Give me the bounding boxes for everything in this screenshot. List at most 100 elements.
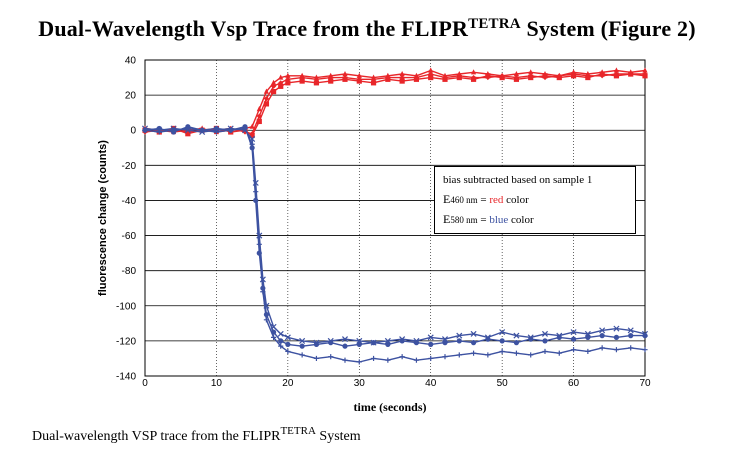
series-point (513, 340, 520, 346)
series-point (249, 123, 255, 129)
x-tick-label: 0 (142, 378, 148, 389)
series-layer (141, 67, 649, 365)
series-point (428, 341, 434, 347)
y-tick-label: -40 (122, 196, 137, 207)
series-point (199, 127, 205, 133)
series-point (628, 333, 634, 339)
series-point (528, 352, 534, 358)
series-point (285, 80, 291, 86)
series-point (470, 74, 477, 81)
series-point (499, 348, 505, 355)
x-tick-label: 20 (282, 378, 294, 389)
chart-title: Dual-Wavelength Vsp Trace from the FLIPR… (0, 15, 734, 43)
series-point (341, 336, 349, 343)
series-point (370, 339, 377, 346)
series-point (256, 118, 262, 125)
series-point (428, 71, 434, 77)
x-tick-label: 10 (211, 378, 223, 389)
y-tick-label: -120 (116, 336, 136, 347)
series-point (627, 327, 634, 334)
series-point (356, 76, 362, 82)
series-point (570, 71, 577, 77)
series-point (485, 352, 491, 358)
series-point (327, 337, 334, 344)
y-tick-label: 0 (130, 126, 136, 137)
series-point (413, 337, 420, 344)
series-point (556, 350, 562, 356)
series-point (399, 70, 405, 77)
series-point (485, 74, 491, 81)
series-point (260, 289, 266, 295)
series-point (259, 276, 266, 283)
series-point (542, 348, 548, 355)
series-point (370, 76, 377, 82)
series-point (278, 343, 284, 349)
series-point (399, 336, 406, 343)
series-point (613, 71, 620, 77)
series-point (242, 125, 248, 132)
e2-tail: color (508, 214, 534, 226)
series-point (270, 83, 277, 89)
y-axis-title: fluorescence change (counts) (97, 140, 109, 296)
series-point (641, 330, 649, 337)
series-point (299, 74, 305, 81)
series-point (270, 89, 277, 95)
series-point (570, 329, 577, 336)
x-tick-label: 60 (568, 378, 580, 389)
e2-eq: = (477, 214, 490, 226)
x-tick-label: 70 (639, 378, 651, 389)
series-point (328, 78, 334, 84)
series-point (213, 129, 220, 135)
series-point (442, 354, 448, 360)
series-point (228, 127, 234, 133)
series-point (556, 332, 563, 339)
series-point (585, 73, 591, 79)
caption-superscript: TETRA (280, 425, 316, 437)
y-tick-label: -80 (122, 266, 137, 277)
series-point (285, 76, 291, 82)
y-tick-label: -60 (122, 231, 137, 242)
series-point (413, 357, 420, 363)
series-point (370, 80, 377, 86)
series-point (285, 348, 291, 355)
series-point (527, 334, 534, 341)
series-point (599, 345, 605, 351)
series-point (299, 343, 305, 349)
y-tick-label: -100 (116, 301, 136, 312)
series-point (278, 83, 284, 89)
e2-sub: 580 nm (450, 215, 478, 225)
plot-border (144, 59, 646, 377)
annotation-box: bias subtracted based on sample 1 E460 n… (434, 166, 636, 234)
series-point (263, 96, 270, 102)
series-point (513, 74, 520, 81)
series-point (599, 69, 605, 75)
series-point (642, 67, 648, 73)
series-point (584, 330, 591, 337)
series-point (270, 334, 277, 340)
annotation-line-2: E460 nm = red color (443, 192, 635, 207)
series-point (313, 80, 320, 86)
series-point (256, 113, 262, 119)
series-point (156, 129, 162, 135)
series-point (484, 334, 491, 341)
series-point (613, 325, 620, 332)
series-point (599, 333, 605, 339)
series-point (356, 337, 363, 344)
series-point (313, 339, 320, 346)
chart-title-superscript: TETRA (468, 16, 521, 32)
series-point (499, 329, 506, 336)
series-point (263, 101, 270, 107)
series-point (278, 80, 284, 86)
series-point (284, 334, 291, 341)
series-point (253, 189, 259, 195)
series-point (585, 348, 591, 355)
series-point (528, 73, 534, 79)
e1-color-word: red (489, 194, 504, 206)
series-point (263, 88, 270, 94)
series-point (542, 338, 548, 344)
series-point (399, 78, 405, 84)
series-point (399, 354, 405, 360)
caption-tail: System (319, 429, 361, 444)
series-point (370, 355, 377, 362)
series-point (456, 73, 462, 79)
